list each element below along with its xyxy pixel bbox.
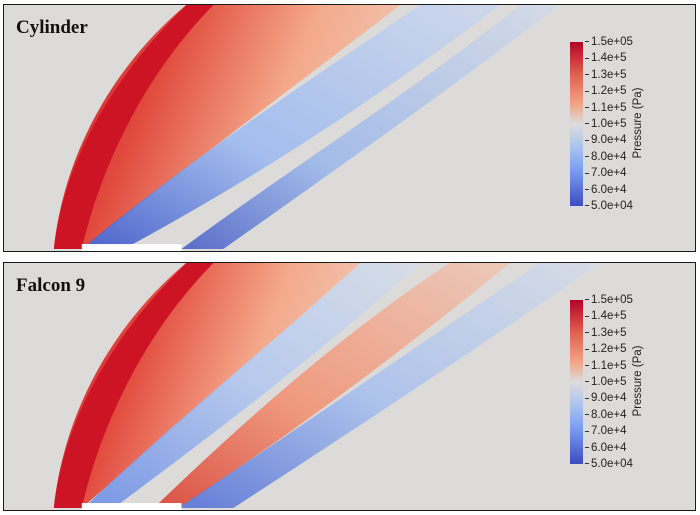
colorbar-tick: 9.0e+4 xyxy=(585,392,627,404)
expansion-fan xyxy=(83,263,421,509)
tail-shock xyxy=(181,5,560,250)
colorbar-tick: 1.5e+05 xyxy=(585,36,633,48)
colorbar-tick: 1.0e+5 xyxy=(585,118,627,130)
bow-shock-region xyxy=(53,263,361,509)
colorbar-tick: 1.3e+5 xyxy=(585,69,627,81)
colorbar-tick: 6.0e+4 xyxy=(585,184,627,196)
pressure-field-cylinder xyxy=(53,5,560,251)
colorbar-title: Pressure (Pa) xyxy=(632,87,644,159)
pressure-colorbar xyxy=(570,42,583,206)
colorbar-tick: 1.1e+5 xyxy=(585,360,627,372)
colorbar-tick: 1.5e+05 xyxy=(585,294,633,306)
colorbar-title: Pressure (Pa) xyxy=(632,345,644,417)
colorbar-ticks: 1.5e+05 1.4e+5 1.3e+5 1.2e+5 1.1e+5 1.0e… xyxy=(585,294,645,470)
pressure-colorbar xyxy=(570,300,583,464)
colorbar-tick: 1.4e+5 xyxy=(585,310,627,322)
secondary-shock xyxy=(153,263,511,509)
pressure-field-falcon9 xyxy=(53,263,600,510)
expansion-fan xyxy=(81,5,500,250)
colorbar-tick: 8.0e+4 xyxy=(585,151,627,163)
pressure-panel-falcon9: Falcon 9 1.5e+05 1.4e+5 1.3e+5 1.2e+5 1.… xyxy=(3,262,696,511)
colorbar-tick: 1.2e+5 xyxy=(585,343,627,355)
pressure-panel-cylinder: Cylinder 1.5e+05 1.4e+5 1.3e+5 1.2e+5 1.… xyxy=(3,4,696,252)
colorbar-tick: 6.0e+4 xyxy=(585,442,627,454)
colorbar-tick: 7.0e+4 xyxy=(585,167,627,179)
bow-shock-front xyxy=(53,263,214,509)
colorbar-tick: 1.3e+5 xyxy=(585,327,627,339)
colorbar-tick: 1.4e+5 xyxy=(585,52,627,64)
colorbar-tick: 9.0e+4 xyxy=(585,134,627,146)
cylinder-body xyxy=(81,244,182,251)
colorbar-tick: 7.0e+4 xyxy=(585,425,627,437)
colorbar-tick: 5.0e+04 xyxy=(585,458,633,470)
colorbar-tick: 1.1e+5 xyxy=(585,102,627,114)
panel-title: Cylinder xyxy=(16,17,88,38)
falcon9-body xyxy=(81,503,182,510)
colorbar-ticks: 1.5e+05 1.4e+5 1.3e+5 1.2e+5 1.1e+5 1.0e… xyxy=(585,36,645,212)
colorbar-tick: 1.2e+5 xyxy=(585,85,627,97)
tail-shock xyxy=(178,263,600,509)
colorbar-tick: 1.0e+5 xyxy=(585,376,627,388)
colorbar-tick: 8.0e+4 xyxy=(585,409,627,421)
colorbar-tick: 5.0e+04 xyxy=(585,200,633,212)
bow-shock-front xyxy=(53,5,214,250)
panel-title: Falcon 9 xyxy=(16,275,86,296)
